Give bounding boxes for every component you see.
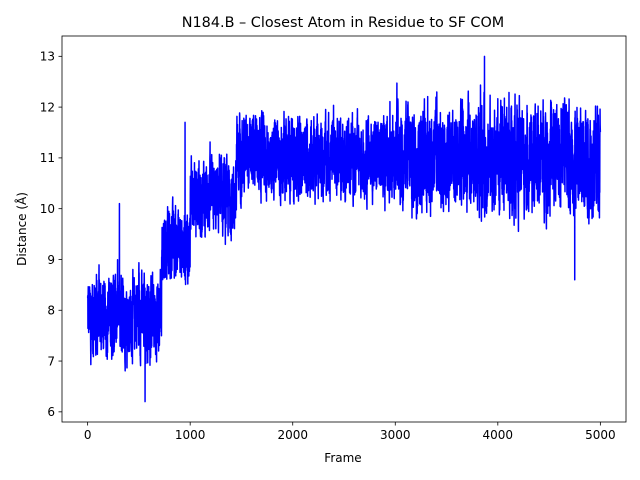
- y-tick-label: 6: [47, 405, 55, 419]
- x-tick-label: 5000: [585, 428, 616, 442]
- y-tick-label: 12: [40, 100, 55, 114]
- y-tick-label: 10: [40, 202, 55, 216]
- axes-frame: [61, 35, 627, 423]
- y-axis-title: Distance (Å): [14, 192, 29, 266]
- y-tick-label: 7: [47, 354, 55, 368]
- x-tick-label: 3000: [380, 428, 411, 442]
- x-tick-label: 0: [84, 428, 92, 442]
- x-axis-title: Frame: [324, 451, 361, 465]
- axes-layer: 0 1000 2000 3000 4000 5000 6 7 8 9 10 11 12 13: [40, 35, 627, 442]
- y-tick-label: 9: [47, 253, 55, 267]
- series-line-1: [86, 55, 602, 403]
- y-tick-label: 8: [47, 304, 55, 318]
- y-tick-label: 11: [40, 151, 55, 165]
- x-tick-label: 1000: [175, 428, 206, 442]
- x-tick-label: 4000: [483, 428, 514, 442]
- x-tick-label: 2000: [277, 428, 308, 442]
- y-tick-label: 13: [40, 50, 55, 64]
- series-layer: [86, 55, 602, 403]
- chart-title: N184.B – Closest Atom in Residue to SF C…: [182, 15, 504, 31]
